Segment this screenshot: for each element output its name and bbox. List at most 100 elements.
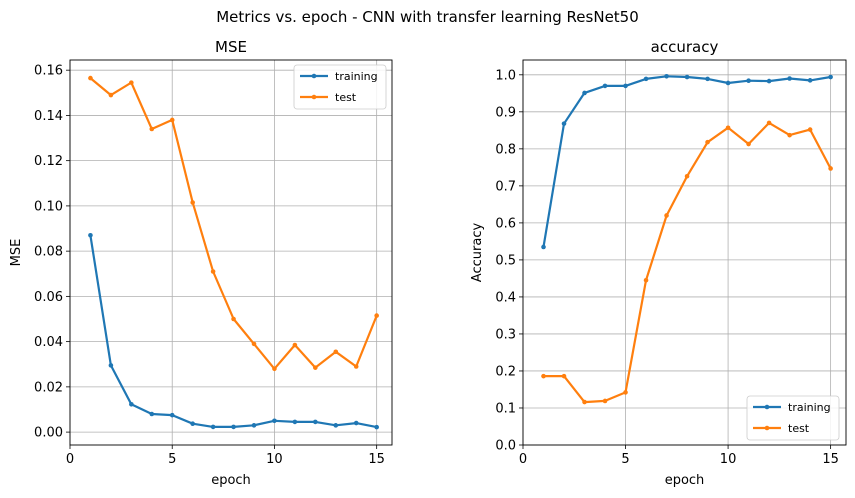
series-test [88, 75, 379, 372]
training-point [108, 363, 114, 368]
training-point [561, 121, 567, 126]
training-point [541, 244, 546, 250]
x-tick-label: 10 [720, 452, 737, 467]
legend-marker-training [311, 73, 317, 79]
training-line [542, 75, 831, 248]
accuracy-subplot: 0 5 10 15 0.0 0.1 0.2 0.3 0.4 0.5 0.6 0.7 0.8 0.9 1.0 a… [470, 38, 847, 488]
x-tick-label: 5 [621, 452, 629, 467]
test-point [272, 366, 277, 372]
test-point [353, 364, 359, 369]
training-point [210, 424, 216, 430]
test-point [787, 132, 792, 138]
test-point [684, 173, 690, 179]
y-tick-label: 0.10 [34, 199, 63, 214]
y-tick-label: 0.1 [495, 401, 516, 416]
y-tick-label: 0.06 [34, 290, 63, 305]
y-tick-label: 0.12 [34, 154, 63, 169]
training-point [313, 419, 318, 425]
test-point [333, 349, 339, 355]
training-point [787, 76, 792, 81]
y-tick-label: 0.0 [495, 439, 516, 454]
y-tick-label: 0.16 [34, 64, 63, 79]
test-point [231, 316, 236, 322]
x-tick-label: 15 [822, 452, 839, 467]
y-tick-label: 0.02 [34, 380, 63, 395]
x-tick-label: 5 [168, 452, 176, 467]
y-tick-label: 0.04 [34, 335, 63, 350]
y-tick-label: 0.4 [495, 290, 516, 305]
x-tick-label: 0 [519, 452, 527, 467]
mse-subplot: 0 5 10 15 0.00 0.02 0.04 0.06 0.08 0.10 0.12 0.14 0.… [9, 38, 393, 488]
training-point [333, 423, 339, 428]
training-point [292, 419, 298, 425]
legend-label-training: training [788, 401, 831, 414]
test-point [108, 92, 114, 98]
test-point [766, 120, 772, 126]
test-point [374, 313, 379, 318]
axes-frame [522, 59, 847, 446]
training-point [190, 421, 195, 427]
test-point [88, 75, 93, 81]
training-point [88, 233, 93, 238]
series-test [541, 120, 833, 405]
y-tick-label: 0.9 [495, 105, 516, 120]
test-point [149, 126, 155, 132]
y-tick-label: 1.0 [495, 68, 516, 83]
test-point [664, 213, 669, 218]
subplot-title: accuracy [651, 38, 719, 56]
training-point [231, 424, 236, 430]
training-point [664, 73, 669, 79]
y-tick-label: 0.6 [495, 216, 516, 231]
legend-marker-test [311, 94, 317, 100]
training-point [602, 83, 608, 89]
y-axis-label: Accuracy [470, 223, 485, 283]
x-axis-label: epoch [665, 473, 705, 488]
y-tick-label: 0.14 [34, 109, 63, 124]
legend-marker-test [764, 425, 770, 431]
training-point [766, 78, 772, 84]
axes-frame [69, 59, 393, 446]
y-tick-label: 0.00 [34, 426, 63, 441]
subplot-title: MSE [215, 38, 247, 56]
test-point [828, 166, 833, 171]
test-point [313, 365, 318, 370]
legend-label-training: training [335, 70, 378, 83]
legend-marker-training [764, 404, 770, 410]
test-point [292, 342, 298, 348]
legend: training test [293, 64, 387, 110]
test-point [541, 373, 546, 379]
test-point [725, 125, 731, 131]
training-point [251, 423, 257, 428]
test-point [746, 141, 751, 147]
test-point [807, 127, 813, 132]
y-tick-label: 0.7 [495, 179, 516, 194]
test-point [129, 80, 134, 85]
test-point [705, 139, 710, 145]
training-point [353, 420, 359, 426]
test-point [582, 399, 587, 405]
test-point [561, 373, 567, 379]
test-point [623, 390, 628, 395]
training-point [623, 83, 628, 89]
training-point [374, 424, 379, 430]
training-point [684, 74, 690, 80]
test-point [190, 200, 195, 205]
training-point [149, 411, 155, 417]
y-tick-label: 0.8 [495, 142, 516, 157]
training-point [643, 76, 649, 82]
y-tick-label: 0.3 [495, 327, 516, 342]
training-point [272, 418, 277, 424]
training-point [169, 412, 175, 418]
test-point [251, 341, 257, 347]
figure-title: Metrics vs. epoch - CNN with transfer le… [216, 8, 639, 26]
ticks: 0 5 10 15 0.00 0.02 0.04 0.06 0.08 0.10 0.12 0.14 0.… [34, 64, 385, 467]
legend: training test [746, 395, 840, 441]
grid [69, 60, 392, 445]
training-point [129, 401, 134, 407]
test-point [643, 277, 649, 283]
test-line [89, 77, 378, 370]
y-tick-label: 0.5 [495, 253, 516, 268]
x-tick-label: 15 [368, 452, 385, 467]
test-point [210, 269, 216, 274]
